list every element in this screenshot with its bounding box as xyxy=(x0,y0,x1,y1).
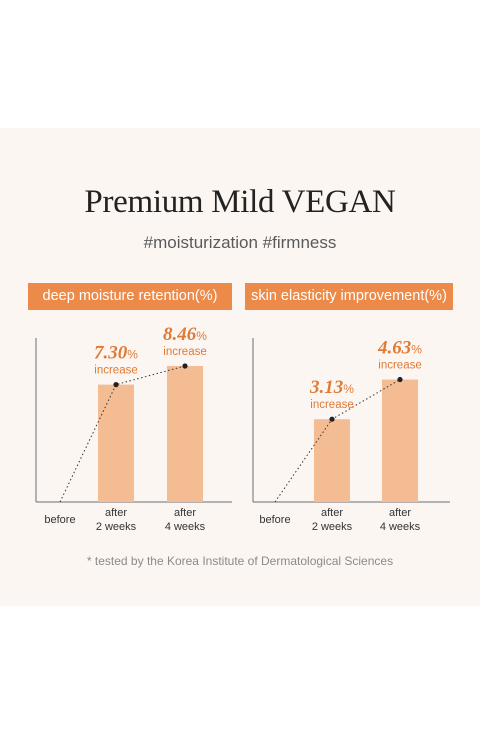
data-label-note: increase xyxy=(310,399,353,411)
data-label-value: 8.46% xyxy=(163,324,207,345)
footnote: * tested by the Korea Institute of Derma… xyxy=(86,554,394,568)
data-point-3 xyxy=(397,376,403,383)
data-label-note: increase xyxy=(163,346,206,358)
data-label-note: increase xyxy=(378,360,421,372)
x-tick-label: 4 weeks xyxy=(380,521,421,533)
x-tick-label: before xyxy=(44,514,75,526)
bar-3 xyxy=(382,379,418,502)
bar-3 xyxy=(167,365,203,502)
x-tick-label: 2 weeks xyxy=(96,521,137,533)
x-tick-label: after xyxy=(174,507,196,519)
hashtag-subtitle: #moisturization #firmness xyxy=(143,233,337,252)
chart-title-moisture: deep moisture retention(%) xyxy=(28,283,232,310)
data-label-value: 3.13% xyxy=(309,377,354,398)
bar-2 xyxy=(98,384,134,502)
page-title: Premium Mild VEGAN xyxy=(84,184,396,220)
data-point-2 xyxy=(329,416,335,422)
data-point-2 xyxy=(113,382,119,388)
data-point-3 xyxy=(182,363,188,369)
x-tick-label: after xyxy=(105,507,127,519)
data-label-note: increase xyxy=(94,365,137,377)
data-label-value: 4.63% xyxy=(377,338,422,359)
content-panel xyxy=(0,128,480,606)
x-tick-label: after xyxy=(389,507,411,519)
bar-2 xyxy=(314,419,350,502)
chart-title-elasticity: skin elasticity improvement(%) xyxy=(245,283,453,310)
x-tick-label: 4 weeks xyxy=(165,521,206,533)
data-label-value: 7.30% xyxy=(94,343,138,364)
x-tick-label: after xyxy=(321,507,343,519)
x-tick-label: before xyxy=(259,514,290,526)
x-tick-label: 2 weeks xyxy=(312,521,353,533)
